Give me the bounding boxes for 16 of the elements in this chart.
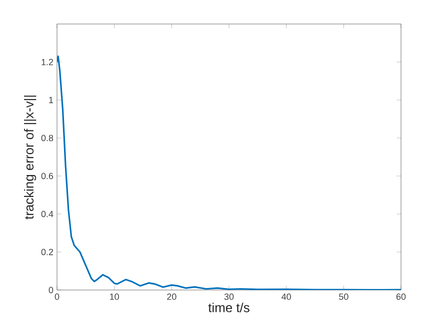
y-tick-label: 0.2 xyxy=(41,248,54,256)
y-tick-label: 0.4 xyxy=(41,210,54,218)
x-tick-label: 50 xyxy=(339,294,348,300)
y-tick-label: 1 xyxy=(49,96,54,104)
x-tick-label: 30 xyxy=(224,294,234,300)
y-tick-label: 0 xyxy=(48,286,54,294)
x-tick-label: 60 xyxy=(396,294,406,300)
x-tick-label: 20 xyxy=(167,294,176,300)
x-tick-label: 0 xyxy=(54,294,60,300)
x-axis-title: time t/s xyxy=(208,302,250,312)
y-tick-label: 0.6 xyxy=(41,172,54,180)
x-tick-label: 40 xyxy=(282,294,291,300)
y-axis-title: tracking error of ||x-v|| xyxy=(24,96,36,220)
x-tick-label: 10 xyxy=(110,294,119,300)
y-tick-label: 1.2 xyxy=(42,58,54,66)
y-tick-label: 0.8 xyxy=(41,134,54,142)
